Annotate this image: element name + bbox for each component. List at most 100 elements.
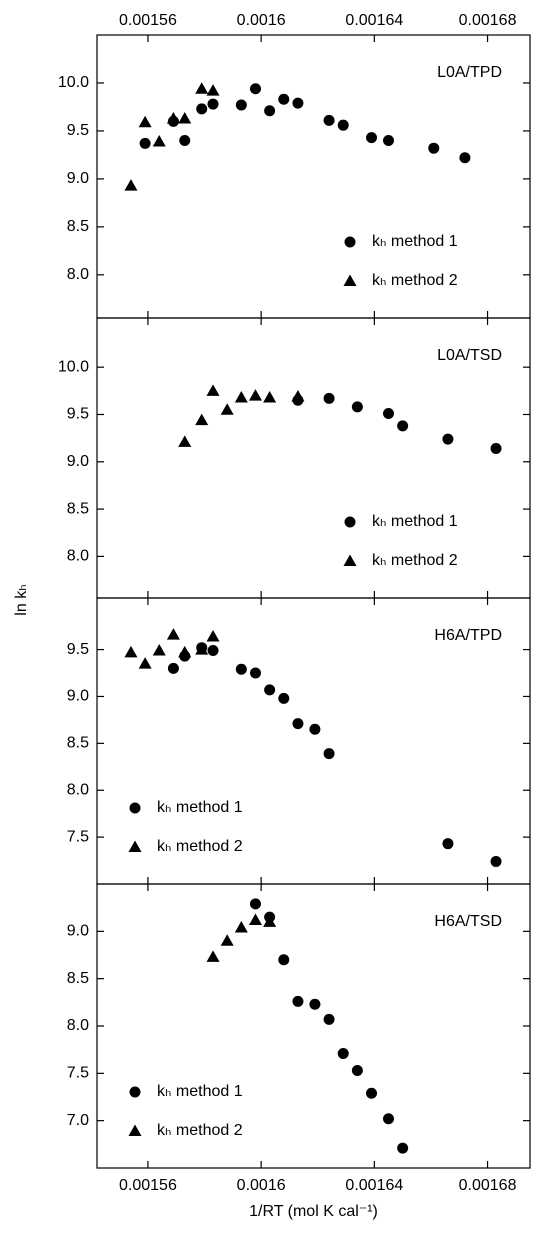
point (337, 1047, 349, 1059)
point (206, 950, 220, 962)
y-tick-label: 9.5 (67, 406, 89, 423)
point (195, 643, 209, 655)
point (196, 103, 208, 115)
point (382, 1113, 394, 1125)
x-tick-label: 0.00168 (459, 12, 517, 29)
legend-label: kₕ method 2 (157, 1122, 243, 1139)
point (220, 403, 234, 415)
point (382, 408, 394, 420)
point (249, 83, 261, 95)
point (139, 137, 151, 149)
point (248, 913, 262, 925)
point (178, 645, 192, 658)
y-tick-label: 8.5 (67, 735, 89, 752)
y-axis-label: ln kₕ (13, 584, 30, 615)
point (278, 692, 290, 704)
y-tick-label: 7.0 (67, 1112, 89, 1129)
x-tick-label: 0.00168 (459, 1177, 517, 1194)
y-tick-label: 9.0 (67, 453, 89, 470)
point (323, 1013, 335, 1025)
point (397, 1142, 409, 1154)
legend-marker (344, 236, 356, 248)
point (178, 435, 192, 447)
legend-marker (343, 554, 357, 566)
legend-label: kₕ method 2 (372, 552, 458, 569)
x-tick-label: 0.00164 (345, 12, 403, 29)
point (292, 97, 304, 109)
y-tick-label: 8.0 (67, 266, 89, 283)
point (249, 898, 261, 910)
point (138, 657, 152, 669)
panel-label: H6A/TPD (434, 627, 502, 644)
point (264, 105, 276, 117)
point (442, 838, 454, 850)
point (178, 111, 192, 124)
point (220, 934, 234, 946)
point (167, 662, 179, 674)
point (263, 915, 277, 927)
legend-label: kₕ method 1 (372, 233, 458, 250)
legend-marker (128, 1124, 142, 1136)
legend-marker (344, 516, 356, 528)
legend-label: kₕ method 2 (372, 272, 458, 289)
point (248, 389, 262, 401)
point (309, 723, 321, 735)
point (366, 1087, 378, 1099)
x-tick-label: 0.00156 (119, 12, 177, 29)
point (206, 384, 220, 396)
point (278, 954, 290, 966)
point (351, 401, 363, 413)
y-tick-label: 8.5 (67, 218, 89, 235)
y-tick-label: 8.5 (67, 970, 89, 987)
y-tick-label: 8.0 (67, 781, 89, 798)
point (428, 142, 440, 154)
point (442, 433, 454, 445)
panel-label: H6A/TSD (434, 913, 502, 930)
y-tick-label: 9.0 (67, 170, 89, 187)
point (263, 390, 277, 403)
legend-marker (343, 274, 357, 286)
point (264, 684, 276, 696)
legend-label: kₕ method 1 (372, 513, 458, 530)
panel-label: L0A/TSD (437, 347, 502, 364)
point (397, 420, 409, 432)
legend-label: kₕ method 1 (157, 1083, 243, 1100)
point (152, 134, 166, 147)
point (234, 921, 248, 933)
point (490, 443, 502, 455)
point (292, 995, 304, 1007)
y-tick-label: 9.0 (67, 923, 89, 940)
point (124, 179, 138, 191)
x-tick-label: 0.0016 (237, 12, 286, 29)
y-tick-label: 7.5 (67, 828, 89, 845)
y-tick-label: 8.0 (67, 548, 89, 565)
point (166, 111, 180, 124)
point (337, 119, 349, 131)
y-tick-label: 9.5 (67, 641, 89, 658)
point (278, 93, 290, 105)
point (366, 132, 378, 144)
point (207, 98, 219, 110)
legend-marker (129, 1086, 141, 1098)
point (351, 1064, 363, 1076)
point (234, 390, 248, 403)
point (235, 99, 247, 111)
x-axis-label: 1/RT (mol K cal⁻¹) (249, 1203, 378, 1220)
point (195, 82, 209, 94)
legend-marker (128, 840, 142, 852)
point (207, 645, 219, 657)
y-tick-label: 9.0 (67, 688, 89, 705)
y-tick-label: 9.5 (67, 122, 89, 139)
point (152, 644, 166, 656)
point (179, 135, 191, 147)
y-tick-label: 8.5 (67, 500, 89, 517)
point (309, 998, 321, 1010)
point (166, 628, 180, 640)
y-tick-label: 8.0 (67, 1017, 89, 1034)
y-tick-label: 10.0 (58, 74, 89, 91)
y-tick-label: 7.5 (67, 1065, 89, 1082)
point (459, 152, 471, 164)
legend-marker (129, 802, 141, 814)
point (292, 718, 304, 730)
